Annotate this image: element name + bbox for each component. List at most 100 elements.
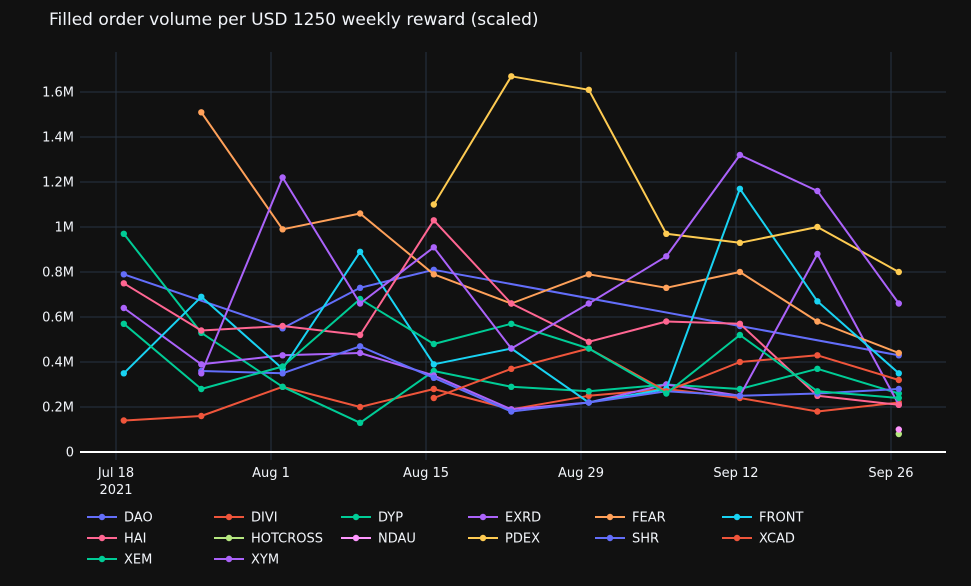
data-point [120, 370, 128, 377]
data-point [198, 293, 205, 300]
data-point [279, 363, 286, 370]
data-point [663, 230, 670, 237]
data-point [736, 392, 744, 399]
series-hotcross [895, 430, 902, 438]
x-tick-label: Aug 15 [403, 466, 449, 481]
data-point [279, 383, 286, 390]
data-point [279, 352, 286, 359]
series-line [123, 385, 899, 422]
legend-item-dao[interactable]: DAO [87, 511, 153, 526]
data-point [736, 151, 744, 159]
legend-marker [98, 555, 106, 563]
data-point [895, 394, 902, 402]
legend-marker [352, 513, 360, 521]
chart-title: Filled order volume per USD 1250 weekly … [49, 10, 539, 30]
data-point [814, 223, 821, 231]
data-point [814, 408, 821, 415]
legend-label: XCAD [759, 532, 795, 547]
legend-item-hai[interactable]: HAI [87, 532, 147, 547]
legend-label: FRONT [759, 511, 803, 526]
data-point [895, 349, 902, 357]
x-tick-label: Aug 1 [252, 466, 290, 481]
legend-marker [98, 534, 106, 542]
series-line [123, 268, 899, 357]
legend-marker [479, 534, 487, 542]
legend-label: FEAR [632, 511, 666, 526]
data-point [585, 86, 592, 94]
data-point [736, 185, 744, 192]
legend-item-front[interactable]: FRONT [722, 511, 803, 526]
legend-marker [225, 555, 233, 563]
data-point [430, 385, 437, 393]
legend-item-xym[interactable]: XYM [214, 553, 279, 568]
legend-item-hotcross[interactable]: HOTCROSS [214, 532, 323, 547]
legend-item-exrd[interactable]: EXRD [468, 511, 541, 526]
data-point [895, 268, 902, 276]
legend[interactable]: DAO DIVI DYP EXRD FEAR FRONT HAI HOTCROSS NDAU PD… [87, 511, 803, 568]
data-point [198, 370, 205, 377]
legend-item-xem[interactable]: XEM [87, 553, 152, 568]
y-tick-label: 0.4M [42, 356, 74, 371]
series-layer [120, 73, 902, 438]
data-point [895, 385, 902, 393]
data-point [736, 268, 744, 276]
data-point [430, 361, 437, 368]
legend-label: DYP [378, 511, 403, 526]
data-point [814, 298, 821, 305]
y-tick-label: 0.8M [42, 266, 74, 281]
data-point [430, 367, 437, 375]
data-point [430, 340, 437, 348]
y-tick-label: 0 [66, 446, 74, 461]
data-point [430, 201, 437, 208]
x-tick-label: Sep 26 [868, 466, 913, 481]
y-tick-label: 1.4M [42, 131, 74, 146]
x-tick-label: Sep 12 [713, 466, 758, 481]
legend-item-fear[interactable]: FEAR [595, 511, 666, 526]
data-point [895, 401, 902, 408]
legend-marker [606, 513, 614, 521]
legend-item-shr[interactable]: SHR [595, 532, 659, 547]
data-point [814, 352, 821, 359]
legend-label: DIVI [251, 511, 278, 526]
data-point [198, 385, 205, 393]
legend-marker [606, 534, 614, 542]
data-point [356, 300, 364, 307]
data-point [895, 390, 902, 397]
legend-label: HAI [124, 532, 147, 547]
series-xym [198, 151, 902, 377]
data-point [814, 365, 821, 372]
data-point [895, 430, 902, 438]
legend-item-dyp[interactable]: DYP [341, 511, 403, 526]
data-point [430, 266, 437, 273]
data-point [198, 361, 205, 368]
data-point [895, 370, 902, 377]
legend-item-pdex[interactable]: PDEX [468, 532, 540, 547]
data-point [120, 304, 128, 312]
data-point [895, 376, 902, 384]
data-point [430, 217, 437, 224]
x-tick-label: Aug 29 [558, 466, 604, 481]
legend-marker [733, 534, 741, 542]
data-point [430, 244, 437, 251]
data-point [895, 300, 902, 307]
data-point [736, 331, 744, 339]
data-point [430, 271, 437, 278]
legend-item-xcad[interactable]: XCAD [722, 532, 795, 547]
series-fear [198, 109, 902, 357]
data-point [356, 349, 364, 357]
grid [80, 52, 946, 460]
data-point [356, 403, 364, 411]
data-point [279, 370, 286, 377]
series-line [432, 75, 900, 273]
legend-marker [733, 513, 741, 521]
legend-label: DAO [124, 511, 153, 526]
y-tick-label: 0.6M [42, 311, 74, 326]
data-point [585, 271, 592, 278]
legend-item-ndau[interactable]: NDAU [341, 532, 416, 547]
legend-item-divi[interactable]: DIVI [214, 511, 278, 526]
data-point [814, 250, 821, 258]
data-point [120, 417, 128, 424]
axes: Jul 18 2021 Aug 1 Aug 15 Aug 29 Sep 12 Sep 26 0… [42, 86, 913, 499]
data-point [736, 358, 744, 366]
